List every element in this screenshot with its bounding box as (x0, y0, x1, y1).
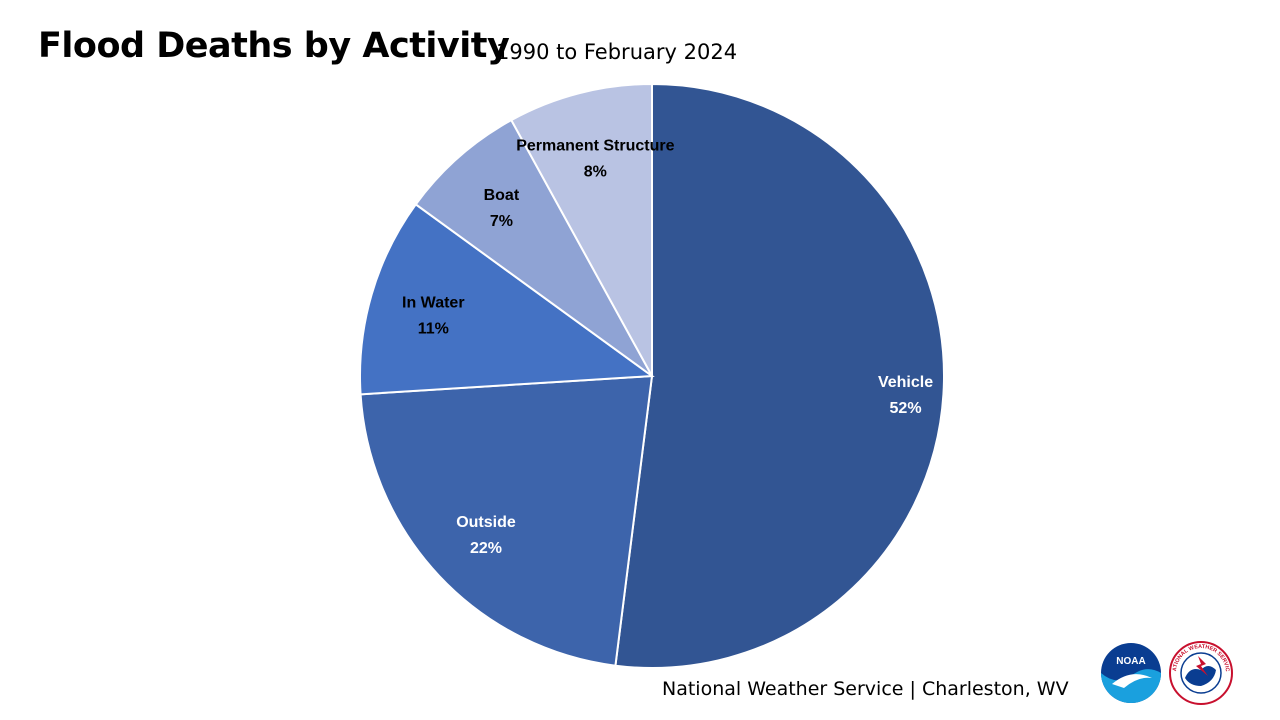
chart-subtitle: 1990 to February 2024 (496, 40, 738, 64)
slice-label-permanent-structure: Permanent Structure (516, 137, 674, 154)
slice-value-vehicle: 52% (890, 400, 922, 417)
slice-value-permanent-structure: 8% (584, 163, 607, 180)
chart-title: Flood Deaths by Activity (38, 26, 510, 66)
slice-value-in-water: 11% (418, 320, 449, 337)
slice-value-boat: 7% (490, 213, 513, 230)
slice-label-outside: Outside (456, 514, 516, 531)
noaa-logo: NOAA (1101, 643, 1161, 703)
footer-credit: National Weather Service | Charleston, W… (662, 678, 1069, 700)
slice-label-boat: Boat (484, 187, 520, 204)
pie-slice-in-water (359, 202, 655, 396)
slice-value-outside: 22% (470, 540, 502, 557)
pie-slice-outside (359, 374, 654, 667)
pie-slice-vehicle (614, 82, 945, 669)
pie-slice-permanent-structure (509, 82, 653, 377)
pie-slice-boat (414, 118, 653, 377)
noaa-logo-text: NOAA (1116, 656, 1145, 667)
nws-logo: NATIONAL WEATHER SERVICE (1168, 640, 1233, 705)
slice-label-vehicle: Vehicle (878, 374, 933, 391)
slice-label-in-water: In Water (402, 294, 465, 311)
